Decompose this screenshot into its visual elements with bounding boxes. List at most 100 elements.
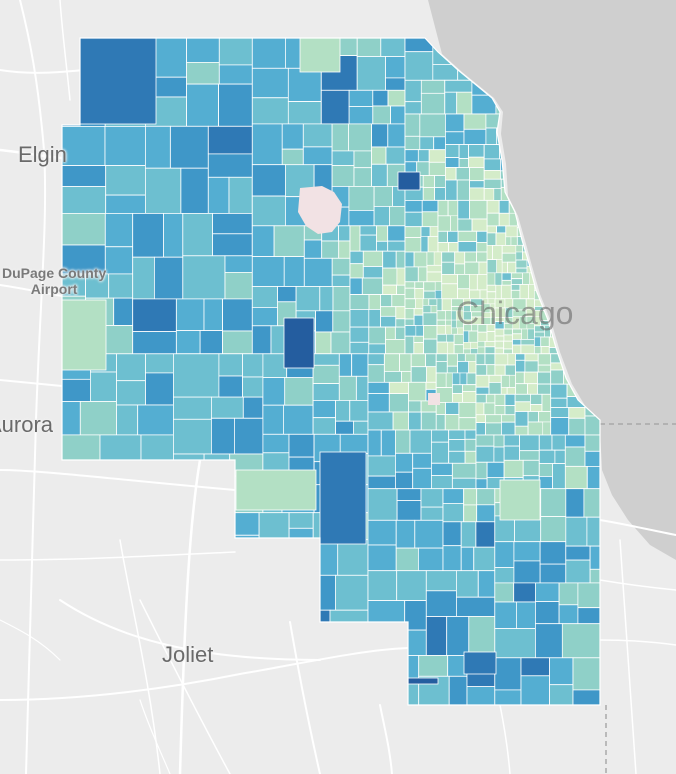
census-tract[interactable] — [404, 325, 417, 337]
census-tract[interactable] — [425, 381, 437, 390]
census-tract[interactable] — [475, 364, 488, 376]
census-tract[interactable] — [433, 136, 446, 151]
census-tract[interactable] — [362, 266, 384, 279]
census-tract[interactable] — [315, 310, 334, 333]
census-tract[interactable] — [451, 462, 477, 479]
census-tract[interactable] — [224, 271, 253, 300]
census-tract[interactable] — [338, 375, 357, 401]
census-tract[interactable] — [359, 234, 377, 252]
census-tract[interactable] — [577, 607, 605, 625]
census-tract[interactable] — [520, 657, 551, 677]
census-tract[interactable] — [382, 284, 398, 296]
census-tract[interactable] — [519, 434, 540, 452]
census-tract[interactable] — [500, 374, 510, 388]
census-tract[interactable] — [572, 689, 605, 708]
census-tract[interactable] — [446, 616, 470, 656]
census-tract[interactable] — [420, 236, 429, 253]
census-tract[interactable] — [60, 378, 91, 402]
census-tract[interactable] — [372, 89, 389, 107]
census-tract[interactable] — [140, 470, 174, 514]
census-tract[interactable] — [462, 390, 477, 403]
census-tract[interactable] — [262, 404, 284, 435]
census-tract[interactable] — [455, 570, 479, 598]
census-tract[interactable] — [388, 205, 406, 227]
census-tract[interactable] — [421, 199, 439, 213]
census-tract[interactable] — [395, 306, 406, 320]
census-tract[interactable] — [464, 261, 480, 275]
census-tract[interactable] — [515, 371, 525, 385]
census-tract[interactable] — [395, 318, 406, 328]
census-tract[interactable] — [212, 233, 253, 257]
census-tract[interactable] — [415, 325, 424, 337]
census-tract[interactable] — [355, 375, 369, 401]
census-tract[interactable] — [524, 353, 539, 362]
census-tract[interactable] — [412, 467, 432, 490]
census-tract[interactable] — [368, 294, 381, 310]
census-tract[interactable] — [153, 256, 184, 300]
census-tract[interactable] — [420, 411, 437, 431]
census-tract[interactable] — [457, 273, 470, 290]
census-tract[interactable] — [353, 150, 373, 169]
census-tract[interactable] — [349, 308, 370, 328]
census-tract[interactable] — [349, 263, 364, 279]
census-tract[interactable] — [444, 157, 460, 168]
census-tract[interactable] — [535, 601, 560, 625]
census-tract[interactable] — [383, 353, 400, 372]
census-tract[interactable] — [516, 601, 536, 630]
census-tract[interactable] — [362, 250, 384, 267]
census-tract[interactable] — [477, 346, 486, 354]
census-tract[interactable] — [469, 167, 485, 182]
census-tract[interactable] — [477, 341, 486, 348]
census-tract[interactable] — [264, 634, 285, 657]
census-tract[interactable] — [180, 167, 209, 214]
census-tract[interactable] — [538, 463, 553, 477]
census-tract[interactable] — [170, 536, 198, 561]
census-tract[interactable] — [549, 657, 574, 686]
census-tract[interactable] — [367, 429, 382, 457]
census-tract[interactable] — [435, 372, 447, 388]
census-tract[interactable] — [312, 383, 340, 401]
census-tract[interactable] — [515, 251, 523, 261]
census-tract[interactable] — [537, 353, 552, 366]
census-tract[interactable] — [104, 212, 134, 248]
census-tract[interactable] — [457, 353, 466, 362]
census-tract[interactable] — [459, 372, 468, 385]
census-tract[interactable] — [444, 414, 460, 431]
census-tract[interactable] — [229, 534, 260, 572]
census-tract[interactable] — [475, 461, 488, 480]
census-tract[interactable] — [475, 414, 486, 424]
census-tract[interactable] — [451, 477, 477, 490]
census-tract[interactable] — [373, 205, 390, 227]
census-tract[interactable] — [538, 449, 556, 465]
census-tract[interactable] — [414, 288, 425, 300]
census-tract[interactable] — [515, 259, 528, 269]
census-tract[interactable] — [501, 261, 508, 274]
census-tract[interactable] — [501, 272, 512, 281]
census-tract[interactable] — [442, 488, 465, 504]
census-tract[interactable] — [99, 512, 135, 535]
census-tract[interactable] — [230, 655, 252, 682]
census-tract[interactable] — [475, 393, 487, 404]
census-tract[interactable] — [500, 421, 516, 436]
census-tract[interactable] — [210, 396, 244, 419]
census-tract[interactable] — [428, 298, 438, 306]
census-tract[interactable] — [97, 663, 141, 708]
census-tract[interactable] — [419, 113, 446, 138]
census-tract[interactable] — [500, 414, 516, 423]
census-tract[interactable] — [413, 314, 424, 326]
census-tract[interactable] — [79, 38, 157, 125]
census-tract[interactable] — [483, 188, 495, 201]
census-tract[interactable] — [442, 521, 462, 547]
census-tract[interactable] — [476, 241, 488, 253]
census-tract[interactable] — [251, 286, 279, 308]
census-tract[interactable] — [105, 194, 146, 214]
census-tract[interactable] — [444, 79, 473, 93]
census-tract[interactable] — [420, 79, 446, 94]
census-tract[interactable] — [404, 318, 415, 326]
census-tract[interactable] — [471, 218, 488, 232]
census-tract[interactable] — [251, 256, 285, 287]
census-tract[interactable] — [283, 317, 315, 369]
census-tract[interactable] — [494, 541, 515, 568]
census-tract[interactable] — [565, 545, 591, 561]
census-tract[interactable] — [463, 330, 470, 343]
